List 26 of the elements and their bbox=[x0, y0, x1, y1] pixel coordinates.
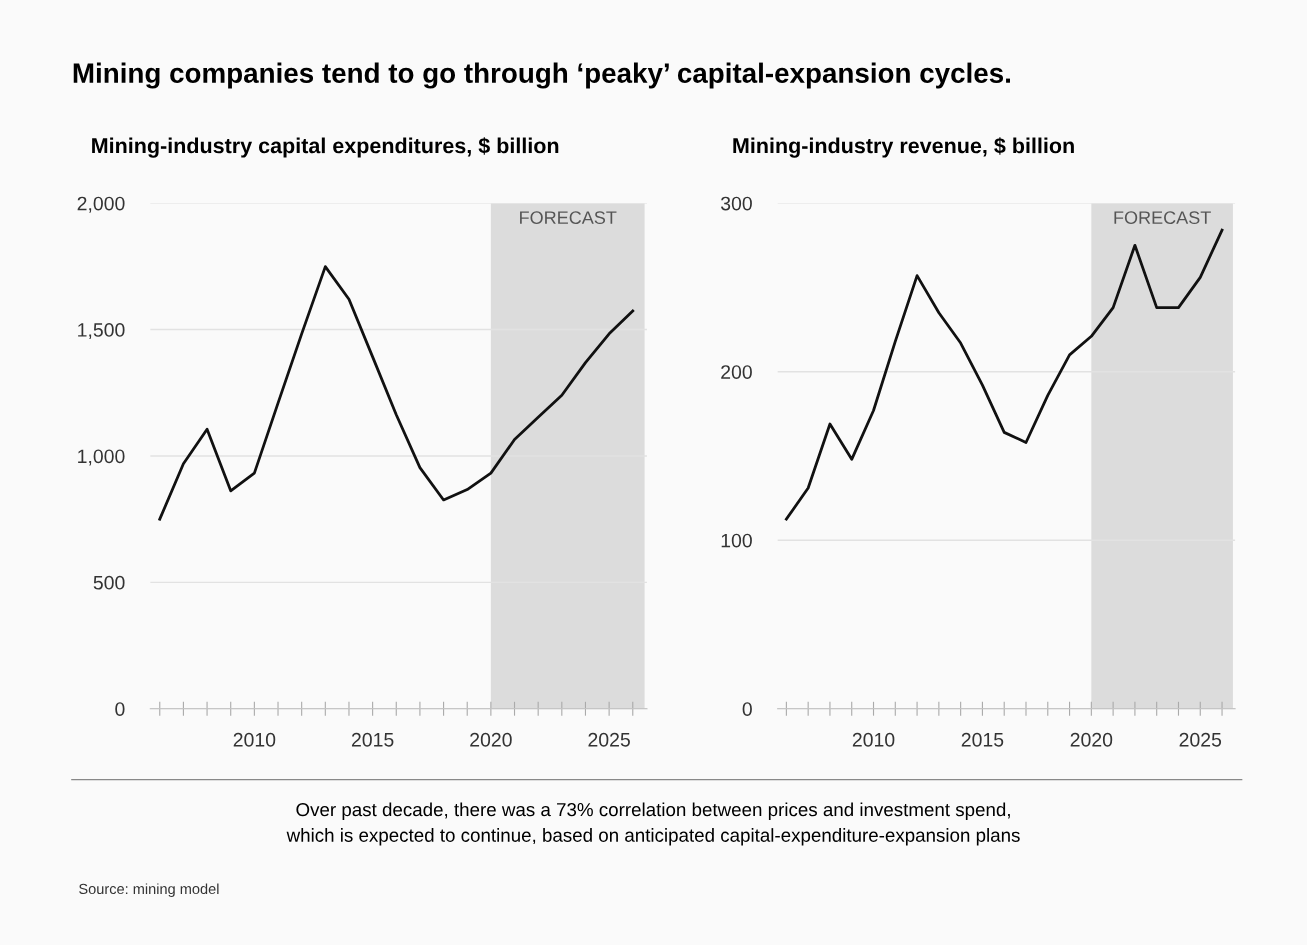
line-series bbox=[158, 265, 635, 521]
x-tick-label: 2010 bbox=[852, 732, 895, 747]
band-label: FORECAST bbox=[1114, 211, 1211, 225]
y-tick-label: 1,500 bbox=[78, 323, 125, 340]
x-tick-label: 2015 bbox=[961, 732, 1004, 747]
x-tick-label: 2025 bbox=[1179, 732, 1222, 747]
y-tick-label: 100 bbox=[721, 533, 752, 548]
chart-subtitle: Mining-industry revenue, $ billion bbox=[733, 137, 1074, 158]
source-note: Source: mining model bbox=[79, 883, 219, 897]
y-tick-label: 200 bbox=[721, 365, 752, 379]
band-label: FORECAST bbox=[520, 211, 617, 225]
x-tick-label: 2020 bbox=[470, 732, 512, 747]
chart-title: Mining companies tend to go through ‘peaky’ capital-expansion cycles. bbox=[73, 62, 1010, 89]
x-tick-label: 2020 bbox=[1070, 732, 1113, 747]
y-tick-label: 0 bbox=[115, 702, 125, 716]
y-tick-label: 0 bbox=[742, 702, 752, 716]
x-tick-label: 2015 bbox=[351, 732, 394, 747]
y-tick-label: 500 bbox=[93, 575, 125, 590]
text: Over past decade, there was a 73% correlation between prices and investment spend, which is expected to continue, based on anticipated capital-expenditure-expansion plans bbox=[286, 802, 1020, 846]
x-tick-label: 2025 bbox=[588, 732, 630, 747]
y-tick-label: 1,000 bbox=[78, 449, 125, 466]
y-tick-label: 2,000 bbox=[77, 196, 125, 213]
line-series bbox=[784, 228, 1224, 521]
chart-subtitle: Mining-industry capital expenditures, $ billion bbox=[92, 137, 559, 158]
y-tick-label: 300 bbox=[720, 196, 752, 211]
x-tick-label: 2010 bbox=[233, 732, 276, 747]
